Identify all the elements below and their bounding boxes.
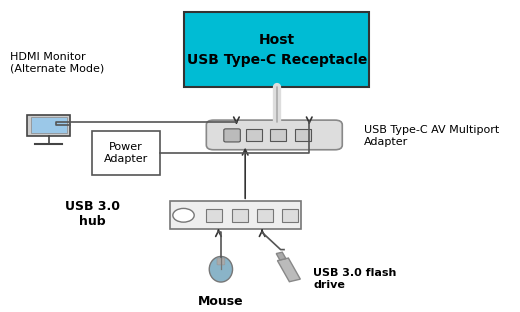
FancyBboxPatch shape <box>92 131 160 175</box>
Text: USB 3.0
hub: USB 3.0 hub <box>65 200 120 228</box>
Text: HDMI Monitor
(Alternate Mode): HDMI Monitor (Alternate Mode) <box>10 51 104 73</box>
FancyBboxPatch shape <box>257 209 273 222</box>
Polygon shape <box>276 252 286 260</box>
FancyBboxPatch shape <box>206 120 342 150</box>
FancyBboxPatch shape <box>185 12 369 87</box>
Text: USB 3.0 flash
drive: USB 3.0 flash drive <box>313 268 397 290</box>
Text: Power
Adapter: Power Adapter <box>104 142 148 164</box>
Text: Host
USB Type-C Receptacle: Host USB Type-C Receptacle <box>187 33 367 67</box>
FancyBboxPatch shape <box>270 129 287 141</box>
FancyBboxPatch shape <box>206 209 223 222</box>
FancyBboxPatch shape <box>295 129 311 141</box>
FancyBboxPatch shape <box>224 129 240 142</box>
FancyBboxPatch shape <box>282 209 298 222</box>
Text: USB Type-C AV Multiport
Adapter: USB Type-C AV Multiport Adapter <box>364 125 499 147</box>
FancyBboxPatch shape <box>217 258 225 265</box>
Polygon shape <box>278 258 301 282</box>
FancyBboxPatch shape <box>170 201 301 229</box>
FancyBboxPatch shape <box>231 209 248 222</box>
FancyBboxPatch shape <box>246 129 262 141</box>
Ellipse shape <box>209 256 232 282</box>
FancyBboxPatch shape <box>27 115 70 136</box>
FancyBboxPatch shape <box>31 117 67 133</box>
Text: Mouse: Mouse <box>198 295 244 308</box>
Circle shape <box>173 208 194 222</box>
